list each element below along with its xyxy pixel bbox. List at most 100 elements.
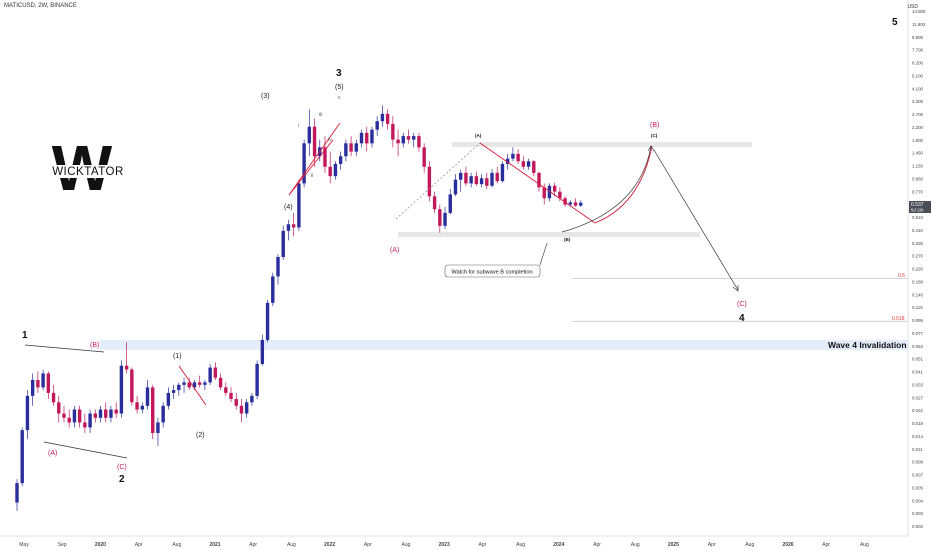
candle <box>495 166 499 184</box>
price-tick-label: 0.063 <box>912 344 924 349</box>
price-tick-label: 0.770 <box>912 189 924 194</box>
candle <box>385 109 390 130</box>
candle <box>563 196 567 207</box>
price-tick-label: 0.014 <box>912 434 924 439</box>
candle-body <box>36 379 40 388</box>
candle-body <box>30 379 35 396</box>
price-tick-label: 0.115 <box>912 305 923 310</box>
candle-body <box>370 129 374 144</box>
candle-body <box>307 126 312 144</box>
svg-text:5d 11h: 5d 11h <box>911 208 924 213</box>
candle-body <box>485 178 489 186</box>
candle <box>255 360 259 399</box>
candle-body <box>459 172 463 180</box>
candle-body <box>171 390 176 393</box>
candle <box>281 225 285 260</box>
candle <box>380 105 385 127</box>
candle-body <box>443 212 447 226</box>
candle <box>323 136 327 173</box>
candle-body <box>297 183 301 228</box>
candle-body <box>281 230 285 257</box>
price-tick-label: 0.022 <box>912 408 924 413</box>
wave-labels: 1 2 3 4 5 (1) (2) (3) (4) (5) i ii iii i… <box>22 17 898 485</box>
price-tick-label: 0.051 <box>912 357 924 362</box>
candle-body <box>354 143 358 152</box>
callout-watch-subwave-b: Watch for subwave B completion <box>444 264 541 278</box>
candle <box>208 363 212 385</box>
price-tick-label: 0.011 <box>912 447 923 452</box>
candle <box>83 413 87 433</box>
price-tick-label: 14.800 <box>912 9 926 14</box>
candle-body <box>182 382 186 385</box>
candle-body <box>479 178 484 185</box>
svg-text:0.537: 0.537 <box>911 202 924 208</box>
time-tick-label: Apr <box>364 542 372 548</box>
wave-label-3: 3 <box>336 68 342 79</box>
wave-label-(C)-2019: (C) <box>117 464 127 471</box>
candle-body <box>302 143 306 184</box>
candle <box>177 382 181 396</box>
time-axis[interactable]: May Sep 2020 Apr Aug 2021 Apr Aug 2022 Apr Aug 2023… <box>19 542 869 548</box>
candle <box>542 183 546 205</box>
candle-body <box>532 161 536 173</box>
time-tick-label: Aug <box>860 542 869 548</box>
candle-body <box>375 121 379 130</box>
candle-body <box>83 422 87 428</box>
candle-body <box>474 176 479 185</box>
candle <box>88 409 92 433</box>
price-tick-label: 0.041 <box>912 370 924 375</box>
candle <box>573 198 578 207</box>
wave-label-5: 5 <box>892 17 898 28</box>
candle-body <box>192 382 197 388</box>
candle-body <box>224 387 228 393</box>
price-tick-label: 1.450 <box>912 151 924 156</box>
candle-body <box>380 113 385 122</box>
candle <box>391 116 395 148</box>
candle <box>62 405 66 423</box>
wave-label-(A)-2022: (A) <box>390 247 399 254</box>
price-tick-label: 5.100 <box>912 73 924 78</box>
price-tick-label: 11.900 <box>912 22 926 27</box>
candle <box>302 139 306 188</box>
candle-body <box>438 209 442 226</box>
candle-body <box>41 373 45 388</box>
candle-body <box>500 163 505 182</box>
candle <box>182 377 186 393</box>
candle-body <box>203 382 207 385</box>
time-tick-label: Apr <box>135 542 143 548</box>
candle-body <box>412 136 416 140</box>
candle <box>365 126 369 152</box>
candle <box>36 371 40 393</box>
candle-body <box>401 136 405 144</box>
wave-label-(5): (5) <box>335 84 344 91</box>
candle <box>145 379 150 410</box>
candle <box>109 405 113 423</box>
candle-body <box>406 136 411 140</box>
candle <box>432 191 437 213</box>
candle-body <box>57 402 61 414</box>
candle <box>130 367 134 406</box>
last-price-marker: 0.537 5d 11h <box>909 201 931 213</box>
price-axis[interactable]: 14.800 11.900 9.500 7.700 6.200 5.100 4.100 3.3… <box>912 9 926 529</box>
candle <box>93 409 97 423</box>
time-tick-label: 2021 <box>209 542 220 548</box>
candle <box>464 166 468 186</box>
price-tick-label: 0.077 <box>912 331 924 336</box>
time-tick-label: Aug <box>516 542 525 548</box>
candle-body <box>98 409 103 418</box>
candle <box>234 392 238 410</box>
fib-0.5-label: 0.5 <box>898 273 905 279</box>
price-tick-label: 2.700 <box>912 112 924 117</box>
candle-body <box>338 156 343 164</box>
wave-label-iv: iv <box>328 137 332 143</box>
time-tick-label: 2022 <box>324 542 335 548</box>
price-tick-label: 0.410 <box>912 228 924 233</box>
candle-body <box>542 187 546 199</box>
candle <box>485 172 489 190</box>
candle-body <box>67 417 71 423</box>
candle-body <box>286 224 291 231</box>
candle <box>98 405 103 423</box>
candle <box>552 182 557 197</box>
time-tick-label: Apr <box>479 542 487 548</box>
